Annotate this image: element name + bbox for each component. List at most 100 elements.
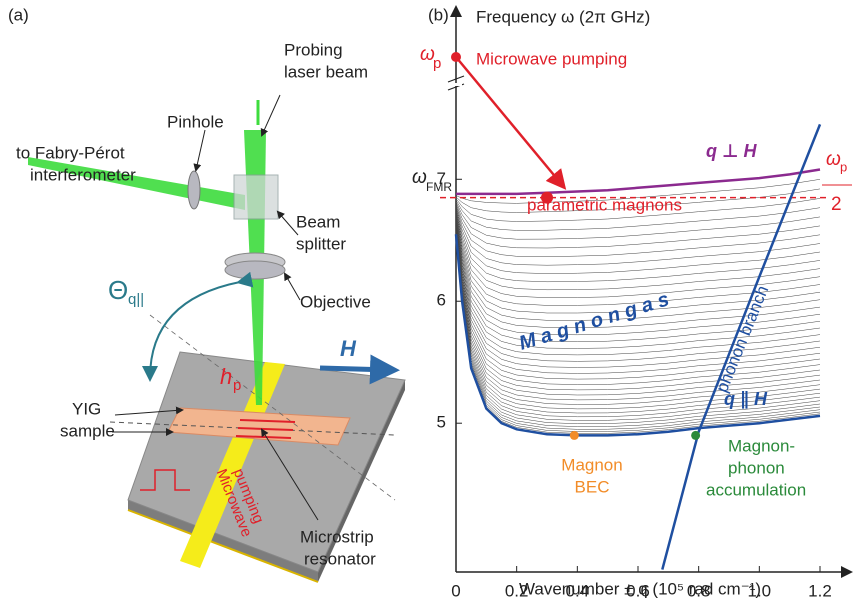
beam-splitter bbox=[233, 174, 279, 220]
annotation: accumulation bbox=[706, 480, 806, 499]
label: interferometer bbox=[30, 165, 136, 184]
fan-curve bbox=[455, 212, 821, 306]
label: to Fabry-Pérot bbox=[16, 143, 125, 162]
y-tick-label: 5 bbox=[437, 413, 446, 432]
fan-curve bbox=[455, 208, 821, 283]
x-tick-label: 1.2 bbox=[808, 581, 832, 600]
label: Beam bbox=[296, 212, 340, 231]
fan-curve bbox=[455, 203, 821, 249]
fan-curve bbox=[455, 179, 821, 204]
series-label: q ∥ H bbox=[724, 389, 768, 409]
annotation: Microwave pumping bbox=[476, 49, 627, 68]
fan-curve bbox=[455, 222, 821, 368]
fan-curve bbox=[455, 225, 821, 385]
annotation: p bbox=[433, 55, 441, 72]
x-tick-label: 0.6 bbox=[626, 581, 650, 600]
fan-curve bbox=[455, 231, 821, 418]
fan-curve bbox=[455, 188, 821, 213]
label: YIG bbox=[72, 399, 101, 418]
x-tick-label: 0.8 bbox=[687, 581, 711, 600]
label: resonator bbox=[304, 549, 376, 568]
fan-curve bbox=[455, 228, 821, 401]
pump-arrow bbox=[455, 56, 567, 190]
objective bbox=[224, 260, 286, 280]
annotation: 2 bbox=[831, 194, 842, 215]
annotation: BEC bbox=[575, 477, 610, 496]
y-axis-label: Frequency ω (2π GHz) bbox=[476, 7, 650, 26]
field-arrow bbox=[319, 354, 400, 385]
annotation: Magnon bbox=[561, 455, 622, 474]
fan-curve bbox=[455, 217, 821, 336]
fan-curve bbox=[455, 229, 821, 410]
x-tick-label: 0.2 bbox=[505, 581, 529, 600]
fan-curve bbox=[455, 220, 821, 356]
annotation: M a g n o n g a s bbox=[517, 288, 672, 355]
fan-curve bbox=[455, 204, 821, 257]
label: Probing bbox=[284, 40, 343, 59]
fan-curve bbox=[455, 198, 821, 222]
axis-line bbox=[109, 421, 396, 436]
panel-b: (b) Frequency ω (2π GHz) Wavenumber ± q … bbox=[412, 5, 853, 600]
hp-sub: p bbox=[233, 377, 241, 394]
label: sample bbox=[60, 421, 115, 440]
fan-curve bbox=[455, 233, 821, 430]
x-axis-label: Wavenumber ± q (10⁵ rad cm⁻¹) bbox=[519, 579, 761, 598]
panel-label: (b) bbox=[428, 5, 449, 24]
label: laser beam bbox=[284, 62, 368, 81]
series-line bbox=[661, 123, 822, 570]
fan-curve bbox=[455, 207, 821, 274]
annotation: FMR bbox=[426, 180, 452, 194]
fan-curve bbox=[455, 223, 821, 374]
fan-curve bbox=[455, 226, 821, 391]
fan-curve bbox=[455, 219, 821, 349]
slab-side bbox=[128, 500, 318, 582]
slab-side bbox=[318, 380, 405, 582]
annotation: parametric magnons bbox=[527, 195, 682, 214]
fan-curve bbox=[455, 218, 821, 342]
point bbox=[691, 430, 701, 440]
fan-curve bbox=[455, 210, 821, 291]
point bbox=[569, 430, 579, 440]
annotation: Magnon- bbox=[728, 436, 795, 455]
slab-edge bbox=[127, 509, 319, 583]
pulse-icon bbox=[140, 469, 190, 491]
hp-label: h bbox=[220, 364, 232, 389]
annotation: ω bbox=[412, 167, 427, 188]
fan-curve bbox=[455, 227, 821, 396]
point bbox=[541, 191, 553, 204]
label: Microstrip bbox=[300, 527, 374, 546]
fan-curve bbox=[455, 213, 821, 314]
annotation: phonon bbox=[728, 458, 785, 477]
fan-curve bbox=[455, 231, 821, 421]
fan-curve bbox=[455, 221, 821, 362]
axis-break bbox=[450, 83, 462, 86]
panel-label: (a) bbox=[8, 5, 29, 24]
fan-curve bbox=[455, 232, 821, 427]
fan-curve bbox=[455, 211, 821, 298]
x-tick-label: 1.0 bbox=[748, 581, 772, 600]
yig-sample bbox=[167, 407, 351, 446]
axis-line bbox=[149, 314, 396, 501]
field-label: H bbox=[340, 336, 357, 361]
theta-label: Θ bbox=[108, 275, 128, 305]
fan-curve bbox=[455, 224, 821, 380]
annotation: ω bbox=[826, 149, 841, 170]
label: splitter bbox=[296, 234, 346, 253]
fan-curve bbox=[455, 205, 821, 266]
y-tick-label: 7 bbox=[437, 169, 446, 188]
fan-curve bbox=[455, 200, 821, 231]
fan-curve bbox=[455, 201, 821, 240]
y-tick-label: 6 bbox=[437, 291, 446, 310]
theta-sub: q|| bbox=[128, 291, 144, 308]
annotation: ω bbox=[420, 44, 435, 65]
angle-arrow bbox=[142, 271, 254, 382]
pinhole bbox=[187, 170, 201, 210]
panel-a: (a) Pinhole Prob bbox=[8, 5, 406, 583]
annotation: p bbox=[840, 159, 847, 174]
label: Pinhole bbox=[167, 112, 224, 131]
fan-curve bbox=[455, 232, 821, 424]
fan-curve bbox=[455, 215, 821, 321]
fan-curve bbox=[455, 229, 821, 405]
label: Objective bbox=[300, 292, 371, 311]
